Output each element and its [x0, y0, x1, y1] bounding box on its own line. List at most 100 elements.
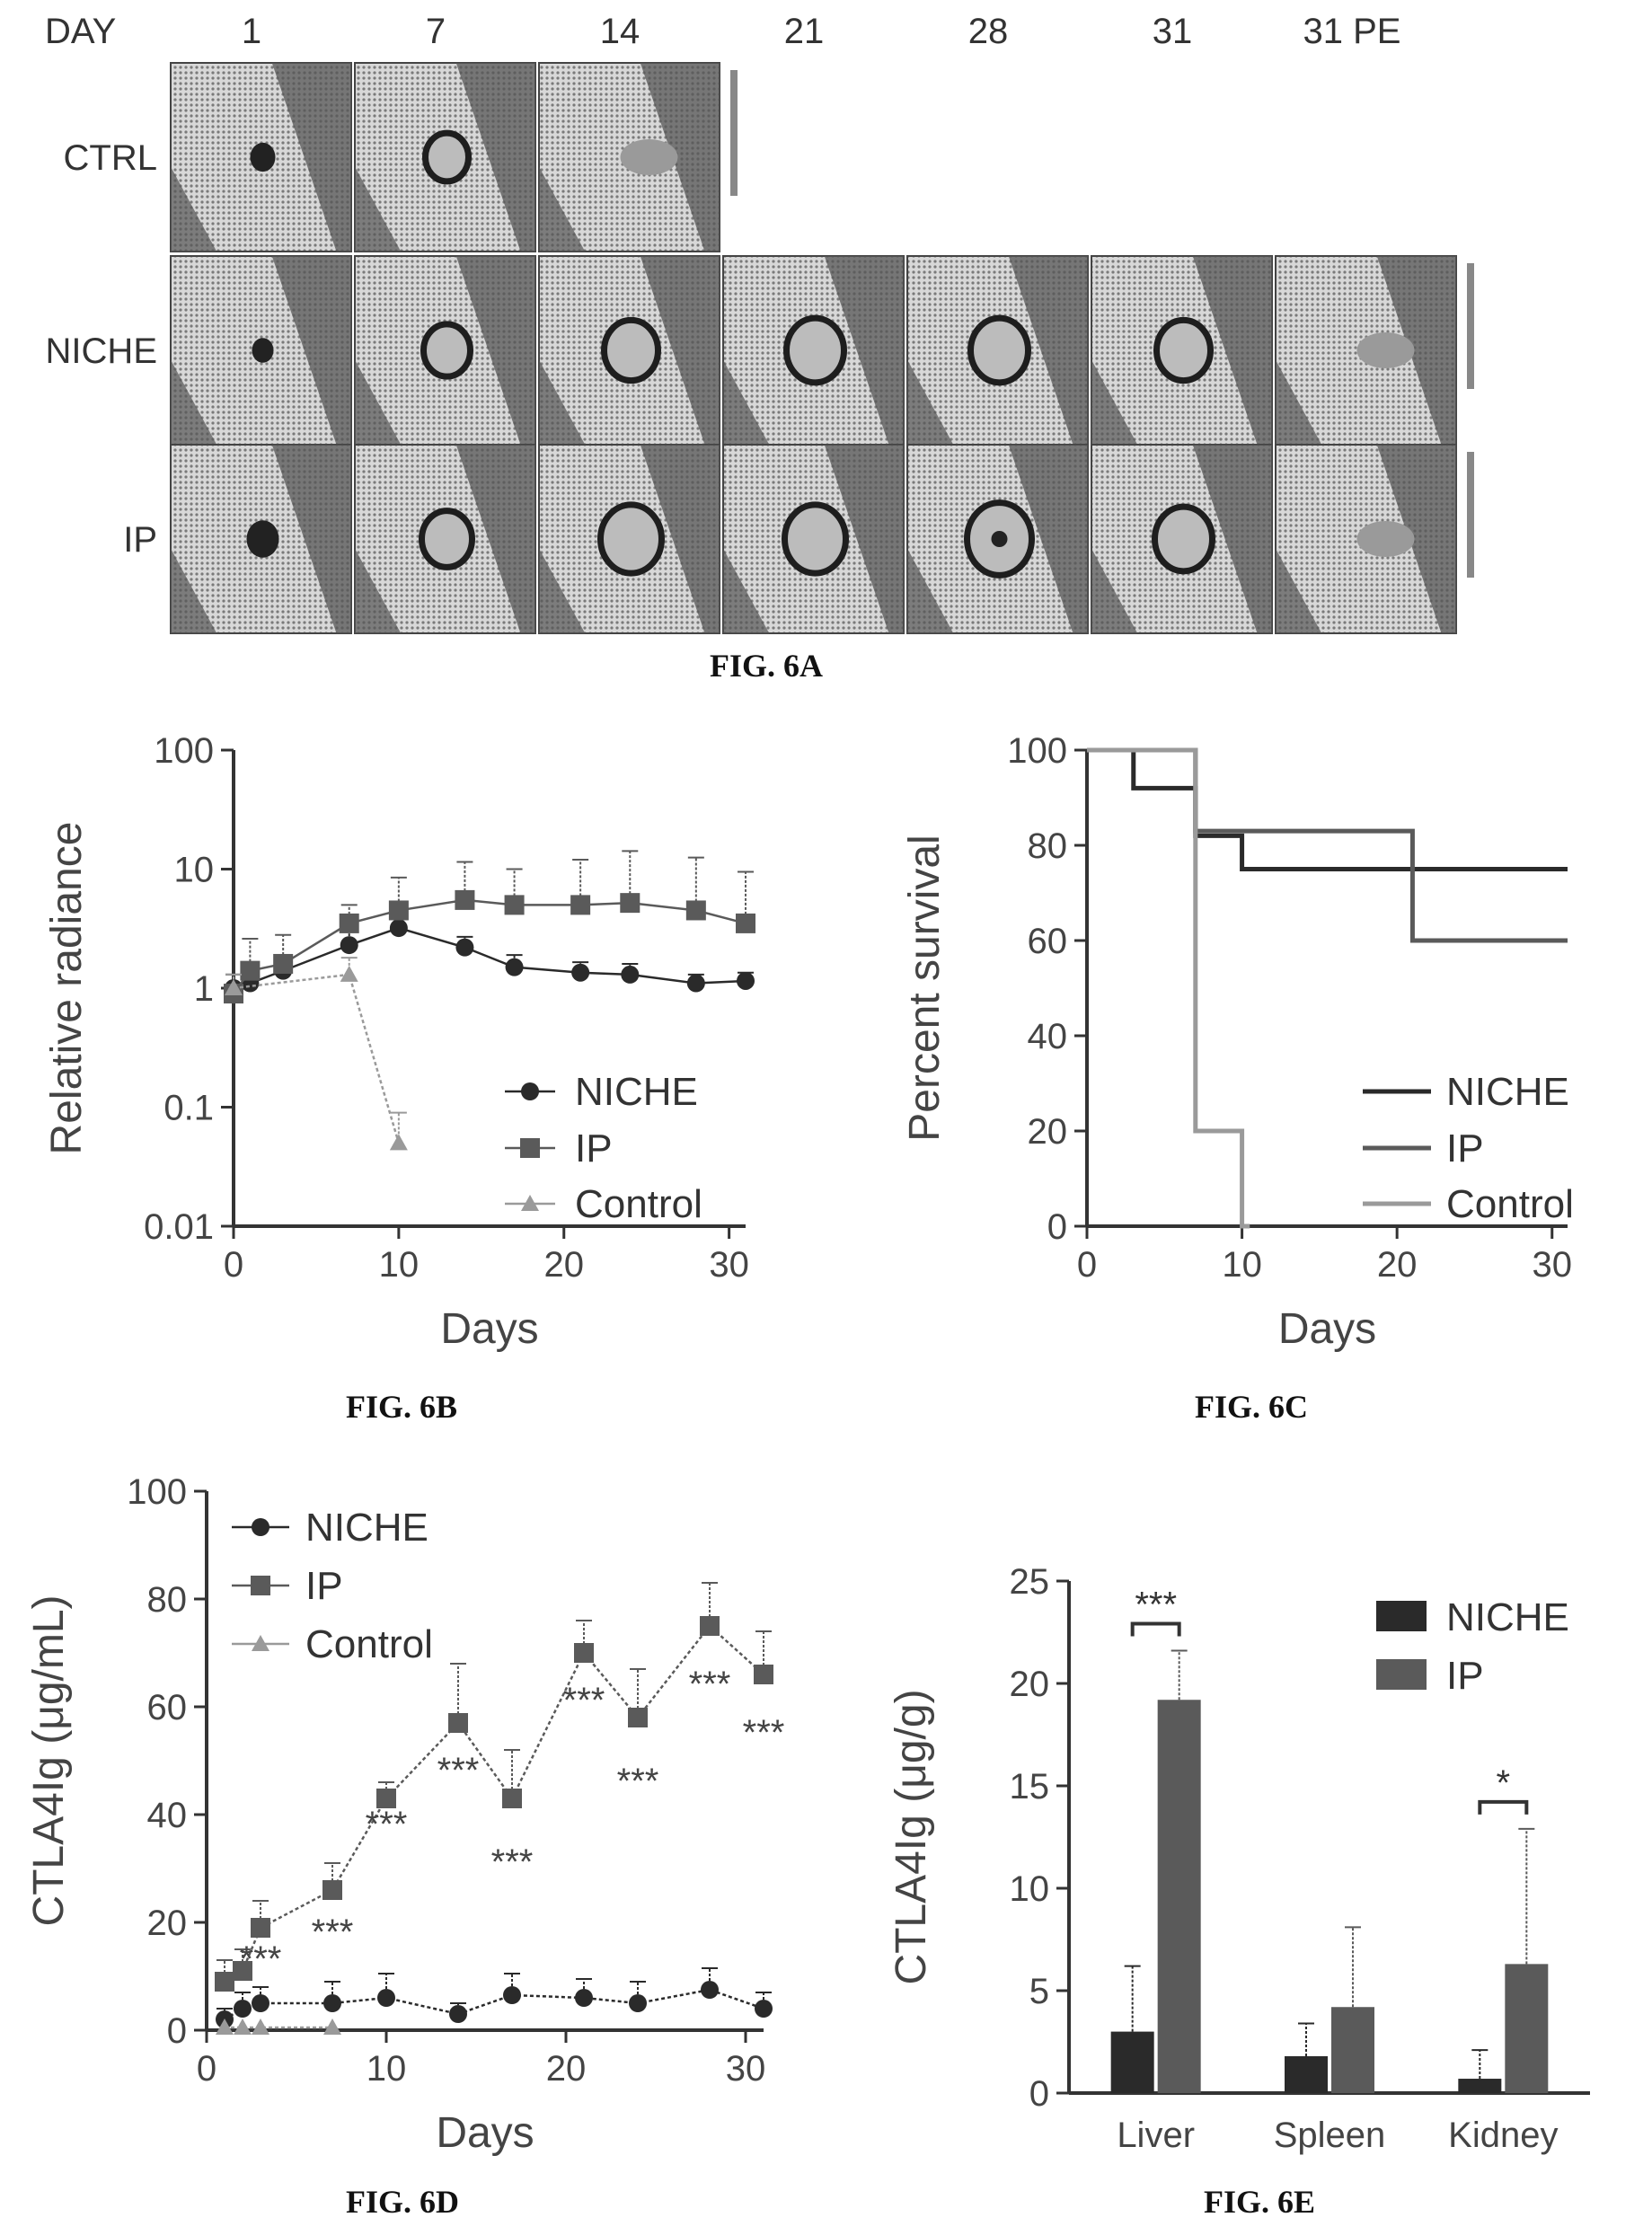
data-point-niche	[340, 936, 358, 955]
panel-shadow	[640, 445, 720, 633]
data-point-niche	[389, 919, 408, 938]
data-point-niche	[323, 1994, 341, 2012]
panel-shadow	[1276, 548, 1322, 633]
fig-6a-caption: FIG. 6A	[710, 648, 823, 684]
survival-step-line	[1087, 747, 1250, 1229]
data-point-ip	[376, 1789, 396, 1808]
legend-label: IP	[305, 1564, 343, 1608]
imaging-panel	[538, 62, 720, 252]
data-point-ip	[448, 1713, 468, 1733]
survival-step-line	[1087, 747, 1568, 943]
panel-shadow	[455, 63, 535, 252]
chart-6b-relative-radiance: 0.01 0.1 1 10 100 0 10 20 30 Days Relative radianc…	[43, 731, 755, 1353]
imaging-panel	[170, 444, 352, 634]
y-tick-label: 5	[1029, 1972, 1049, 2011]
row-label: CTRL	[64, 138, 157, 178]
signal-ring	[422, 129, 472, 185]
significance-label: ***	[312, 1913, 354, 1952]
panel-shadow	[171, 166, 217, 252]
bar	[1110, 2031, 1154, 2093]
fig-6e-caption: FIG. 6E	[1204, 2184, 1316, 2220]
data-point-ip	[520, 1138, 540, 1158]
y-tick-label: 80	[1028, 826, 1068, 866]
signal-ring	[597, 501, 665, 577]
panel-shadow	[1276, 359, 1322, 445]
y-tick-label: 40	[147, 1796, 188, 1835]
data-point-ip	[628, 1708, 648, 1727]
x-tick-label: 10	[367, 2049, 407, 2089]
data-point-ip	[322, 1880, 342, 1900]
y-tick-label: 25	[1010, 1562, 1050, 1602]
data-point-ip	[504, 895, 525, 915]
panel-shadow	[1091, 359, 1138, 445]
legend-label: IP	[575, 1126, 613, 1171]
radiance-scale-bar	[730, 70, 738, 196]
chart-6c-percent-survival: 0 20 40 60 80 100 0 10 20 30 Days Percent survival N…	[901, 731, 1574, 1353]
imaging-panel	[1275, 444, 1457, 634]
faint-signal	[620, 139, 678, 175]
data-point-control	[323, 2019, 341, 2035]
y-tick-label: 40	[1028, 1017, 1068, 1056]
data-point-niche	[252, 1518, 269, 1536]
day-column-label: 21	[784, 12, 825, 51]
y-tick-label: 60	[1028, 922, 1068, 961]
y-tick-label: 80	[147, 1580, 188, 1620]
x-tick-label: 30	[726, 2049, 766, 2089]
imaging-panel	[354, 444, 536, 634]
significance-label: ***	[437, 1751, 480, 1790]
day-column-label: 1	[242, 12, 261, 51]
imaging-panel	[722, 444, 905, 634]
day-column-label: 31 PE	[1303, 12, 1401, 51]
panel-shadow	[824, 256, 904, 445]
panel-shadow	[355, 548, 402, 633]
significance-label: ***	[240, 1939, 282, 1979]
day-column-label: 14	[600, 12, 640, 51]
x-tick-label: 30	[709, 1245, 749, 1285]
panel-shadow	[723, 359, 770, 445]
x-axis-title: Days	[440, 1305, 538, 1353]
signal-center	[991, 531, 1008, 547]
significance-label: ***	[689, 1665, 731, 1704]
bar	[1285, 2055, 1328, 2093]
data-point-niche	[701, 1981, 719, 1999]
panel-shadow	[1376, 256, 1456, 445]
data-point-niche	[621, 965, 640, 984]
signal-ring	[783, 314, 847, 386]
y-axis-title: CTLA4Ig (μg/mL)	[25, 1595, 73, 1926]
y-tick-label: 100	[1007, 731, 1067, 771]
data-point-ip	[685, 900, 706, 921]
x-tick-label: 10	[379, 1245, 420, 1285]
data-point-control	[252, 2019, 269, 2035]
panel-shadow	[455, 256, 535, 445]
panel-shadow	[271, 445, 351, 633]
series-line	[233, 973, 401, 1144]
day-column-label: 7	[426, 12, 446, 51]
data-point-niche	[449, 2005, 467, 2023]
y-axis-title: Relative radiance	[43, 822, 91, 1155]
series-line	[224, 1988, 764, 2021]
y-tick-label: 10	[174, 851, 215, 890]
data-point-niche	[737, 971, 755, 990]
y-tick-label: 0	[1029, 2074, 1049, 2114]
imaging-panel	[906, 255, 1089, 446]
significance-label: ***	[1135, 1586, 1177, 1625]
legend-label: IP	[1446, 1126, 1484, 1171]
data-point-control	[216, 2019, 234, 2035]
signal-ring	[1153, 316, 1214, 384]
x-tick-label: 20	[543, 1245, 584, 1285]
significance-label: ***	[491, 1842, 534, 1882]
imaging-panel	[170, 62, 352, 252]
legend-swatch	[1376, 1659, 1427, 1690]
panel-shadow	[1008, 445, 1088, 633]
y-axis-title: Percent survival	[901, 835, 949, 1141]
category-label: Spleen	[1274, 2116, 1386, 2155]
x-axis-title: Days	[1278, 1305, 1376, 1353]
chart-6e-ctla4ig-tissue: 0 5 10 15 20 25 CTLA4Ig (μg/g) Liver Spleen Kidne…	[888, 1562, 1590, 2155]
imaging-panel	[1275, 255, 1457, 446]
data-point-control	[234, 2019, 252, 2035]
data-point-ip	[273, 953, 294, 974]
y-tick-label: 0.1	[163, 1089, 214, 1128]
significance-label: ***	[743, 1713, 785, 1753]
bar	[1157, 1700, 1201, 2093]
x-tick-label: 0	[1077, 1245, 1097, 1285]
